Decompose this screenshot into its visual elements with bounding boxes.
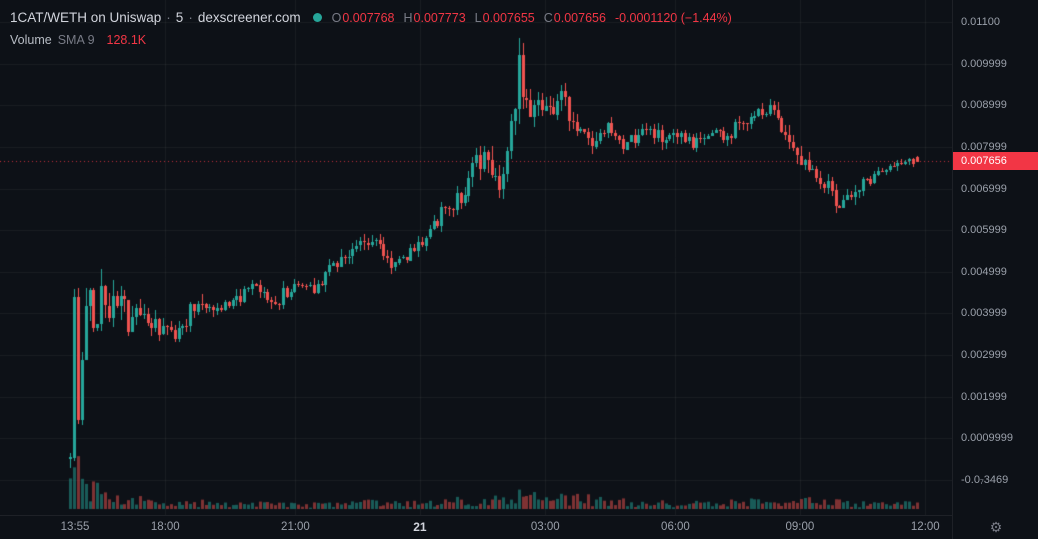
separator-dot: · [166, 10, 171, 25]
axis-corner [952, 515, 1038, 539]
time-tick: 09:00 [785, 521, 815, 533]
time-tick: 03:00 [530, 521, 560, 533]
legend-main-row: 1CAT/WETH on Uniswap · 5 · dexscreener.com O… [10, 6, 732, 29]
source-label: dexscreener.com [197, 10, 301, 25]
price-tick: 0.008999 [961, 99, 1007, 112]
price-tick: -0.0₇3469 [961, 474, 1009, 486]
symbol-title[interactable]: 1CAT/WETH on Uniswap · 5 · dexscreener.com [10, 10, 301, 25]
time-tick: 21 [413, 520, 427, 534]
price-tick: 0.0009999 [961, 432, 1013, 445]
symbol-name: 1CAT/WETH on Uniswap [10, 10, 162, 25]
legend-indicator-row: Volume SMA 9 128.1K [10, 29, 732, 51]
price-tick: 0.003999 [961, 307, 1007, 320]
indicator-name[interactable]: Volume [10, 33, 52, 47]
ohlc-close: C 0.007656 [543, 10, 606, 25]
price-tick: 0.001999 [961, 390, 1007, 403]
price-tick: 0.01100 [961, 16, 1000, 28]
time-tick: 13:55 [60, 521, 90, 533]
price-axis[interactable]: 0.007656 0.01100 0.009999 0.008999 0.007999… [952, 0, 1038, 515]
price-change: -0.0001120 (−1.44%) [614, 10, 732, 25]
time-tick: 21:00 [281, 521, 310, 533]
indicator-params: SMA 9 [57, 33, 95, 47]
price-tick: 0.006999 [961, 182, 1007, 195]
price-tick: 0.005999 [961, 224, 1007, 237]
time-tick: 18:00 [150, 521, 180, 533]
price-tick: 0.002999 [961, 349, 1007, 362]
time-axis[interactable]: 13:55 18:00 21:00 21 03:00 06:00 09:00 12:00 [0, 515, 952, 539]
current-price-label: 0.007656 [953, 152, 1038, 171]
ohlc-low: L 0.007655 [474, 10, 535, 25]
separator-dot: · [188, 10, 193, 25]
indicator-value: 128.1K [106, 33, 147, 47]
price-tick: 0.004999 [961, 265, 1007, 278]
time-tick: 06:00 [661, 521, 690, 533]
price-tick: 0.007999 [961, 140, 1007, 153]
time-tick: 12:00 [910, 521, 940, 533]
interval-label: 5 [175, 10, 184, 25]
chart-legend: 1CAT/WETH on Uniswap · 5 · dexscreener.com O… [10, 6, 732, 51]
ohlc-open: O 0.007768 [331, 10, 395, 25]
candlestick-chart[interactable] [0, 0, 952, 515]
settings-gear-icon[interactable]: ⚙ [989, 519, 1003, 535]
ohlc-high: H 0.007773 [403, 10, 466, 25]
market-status-icon [312, 13, 322, 22]
price-tick: 0.009999 [961, 57, 1007, 70]
ohlc-readout: O 0.007768 H 0.007773 L 0.007655 C 0.007656 [332, 11, 606, 25]
